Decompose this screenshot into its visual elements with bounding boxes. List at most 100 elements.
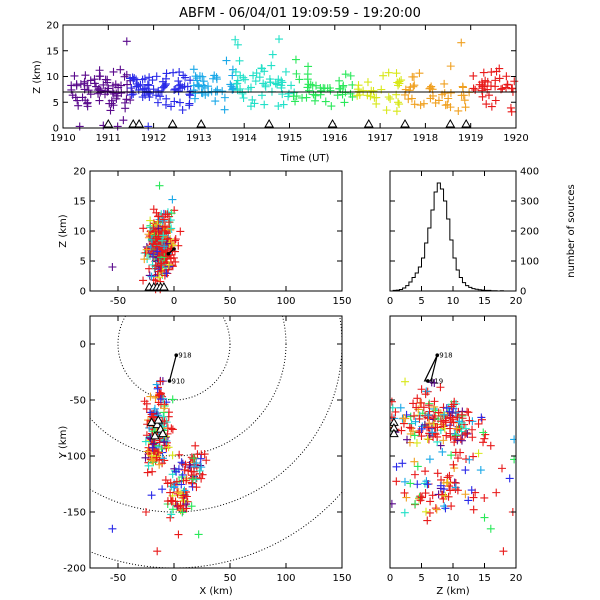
source-marker — [457, 410, 466, 419]
source-marker — [408, 427, 417, 436]
source-marker — [168, 395, 177, 404]
x-tick-label: 100 — [276, 296, 295, 307]
source-marker — [507, 107, 516, 116]
source-marker — [319, 84, 328, 93]
source-marker — [143, 468, 152, 477]
source-marker — [477, 413, 486, 422]
time-height-frame — [62, 24, 517, 129]
source-marker — [370, 93, 379, 102]
source-marker — [366, 92, 375, 101]
flash-point — [167, 379, 172, 383]
source-marker — [147, 272, 156, 281]
source-marker — [397, 426, 406, 435]
source-marker — [149, 223, 158, 232]
source-marker — [164, 443, 173, 452]
histogram-steps — [390, 182, 516, 292]
source-marker — [410, 470, 419, 479]
source-marker — [402, 493, 411, 502]
source-marker — [200, 83, 209, 92]
source-marker — [346, 89, 355, 98]
source-marker — [465, 416, 474, 425]
source-marker — [167, 102, 176, 111]
source-marker — [379, 71, 388, 80]
source-marker — [447, 451, 456, 460]
source-marker — [106, 106, 115, 115]
source-marker — [326, 86, 335, 95]
source-marker — [384, 68, 393, 77]
source-marker — [176, 227, 185, 236]
source-marker — [187, 467, 196, 476]
source-marker — [486, 441, 495, 450]
source-marker — [461, 490, 470, 499]
range-ring — [341, 567, 342, 568]
source-marker — [231, 35, 240, 44]
station-marker — [150, 430, 160, 440]
plan-view-panel: 918 910 -50 0 50 100 150 -200 -150 -100 -50 0 X (k… — [58, 315, 352, 597]
y-tick-label: -50 — [70, 396, 86, 407]
source-marker — [406, 412, 415, 421]
source-marker — [395, 79, 404, 88]
source-marker — [450, 464, 459, 473]
flash-annotation: 918 — [178, 352, 191, 360]
source-marker — [174, 77, 183, 86]
source-marker — [169, 68, 178, 77]
source-marker — [498, 464, 507, 473]
source-marker — [310, 96, 319, 105]
y-tick-label: 300 — [520, 197, 539, 208]
source-marker — [486, 524, 495, 533]
source-marker — [148, 239, 157, 248]
source-marker — [417, 398, 426, 407]
histogram-frame — [389, 170, 517, 292]
source-marker — [154, 86, 163, 95]
y-tick-label: 5 — [53, 98, 59, 109]
source-marker — [480, 513, 489, 522]
source-marker — [146, 89, 155, 98]
source-marker — [311, 91, 320, 100]
source-marker — [399, 414, 408, 423]
source-marker — [453, 413, 462, 422]
source-marker — [126, 96, 135, 105]
source-marker — [429, 432, 438, 441]
source-marker — [479, 428, 488, 437]
source-marker — [446, 62, 455, 71]
source-marker — [199, 77, 208, 86]
source-marker — [289, 92, 298, 101]
source-marker — [440, 410, 449, 419]
source-marker — [122, 95, 131, 104]
source-marker — [177, 473, 186, 482]
source-marker — [369, 86, 378, 95]
source-marker — [239, 73, 248, 82]
source-marker — [395, 100, 404, 109]
x-tick-label: 10 — [447, 296, 460, 307]
x-z-panel: -50 0 50 100 150 0 5 10 15 20 Z (km) — [58, 167, 352, 308]
source-marker — [457, 91, 466, 100]
source-marker — [239, 94, 248, 103]
source-marker — [447, 402, 456, 411]
x-tick-label: 1910 — [50, 133, 75, 144]
source-marker — [75, 122, 84, 131]
source-marker — [81, 71, 90, 80]
source-marker — [327, 102, 336, 111]
source-marker — [157, 248, 166, 257]
source-marker — [163, 234, 172, 243]
source-marker — [147, 491, 156, 500]
source-marker — [400, 488, 409, 497]
source-marker — [153, 247, 162, 256]
station-marker — [167, 118, 178, 128]
x-tick-label: 5 — [418, 296, 424, 307]
station-marker — [390, 428, 399, 438]
source-marker — [174, 87, 183, 96]
source-marker — [456, 448, 465, 457]
source-marker — [390, 397, 396, 406]
source-marker — [508, 84, 517, 93]
source-marker — [479, 438, 488, 447]
source-marker — [231, 67, 240, 76]
source-marker — [140, 397, 149, 406]
source-marker — [415, 69, 424, 78]
source-marker — [404, 95, 413, 104]
source-marker — [484, 91, 493, 100]
source-marker — [432, 505, 441, 514]
plan-view-marks: 918 910 — [108, 352, 211, 556]
source-marker — [202, 456, 211, 465]
source-marker — [178, 508, 187, 517]
